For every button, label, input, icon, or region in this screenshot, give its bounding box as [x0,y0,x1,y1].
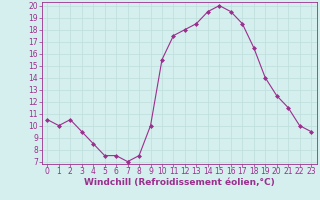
X-axis label: Windchill (Refroidissement éolien,°C): Windchill (Refroidissement éolien,°C) [84,178,275,187]
